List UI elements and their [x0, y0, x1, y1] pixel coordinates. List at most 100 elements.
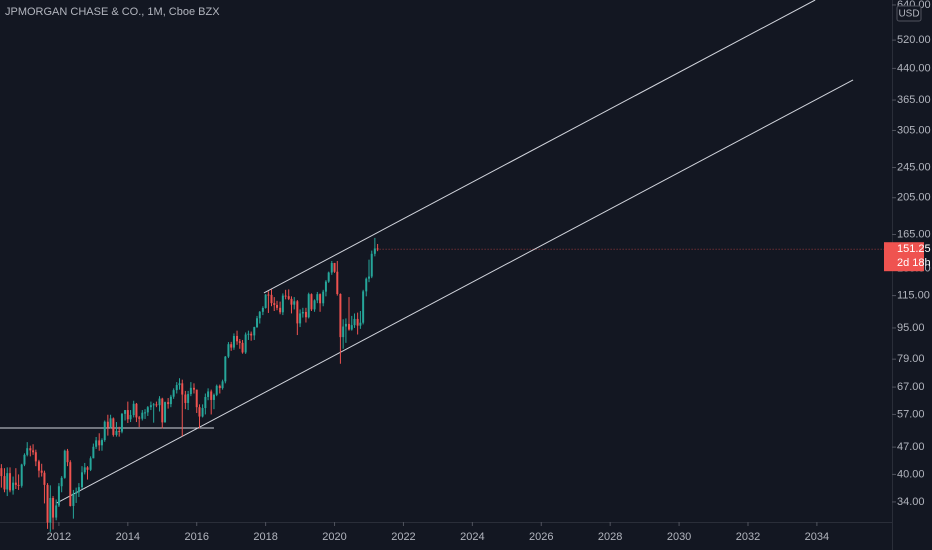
candle-body: [86, 467, 89, 470]
candle-body: [34, 452, 37, 462]
candle-body: [264, 294, 267, 308]
candle-body: [304, 311, 307, 318]
candle-body: [293, 301, 296, 305]
candle-body: [207, 391, 210, 397]
candle-body: [40, 470, 43, 473]
candle-body: [141, 412, 144, 419]
y-tick-label: 440.00: [897, 62, 931, 74]
candle-body: [20, 464, 23, 486]
y-tick-label: 79.00: [897, 353, 925, 365]
candle-body: [244, 334, 247, 353]
candle-body: [60, 477, 63, 487]
candle-body: [23, 454, 26, 465]
candle-body: [299, 313, 302, 324]
candle-body: [290, 298, 293, 305]
candle-body: [115, 430, 118, 435]
candle-body: [333, 263, 336, 272]
candle-body: [152, 404, 155, 406]
candle-body: [261, 307, 264, 312]
candle-body: [66, 450, 69, 463]
candle-body: [313, 300, 316, 310]
candle-body: [187, 394, 190, 403]
candle-body: [14, 482, 17, 485]
trend-line: [263, 0, 816, 294]
candle-body: [241, 342, 244, 353]
candle-body: [100, 440, 103, 446]
y-tick-label: 40.00: [897, 468, 925, 480]
x-tick-label: 2024: [460, 531, 484, 543]
candle-body: [112, 418, 115, 435]
y-tick-label: 640.00: [897, 0, 931, 11]
candle-body: [215, 385, 218, 395]
x-tick-label: 2030: [667, 531, 691, 543]
candle-body: [287, 296, 290, 299]
x-tick-label: 2018: [253, 531, 277, 543]
candle-body: [373, 248, 376, 254]
y-tick-label: 205.00: [897, 192, 931, 204]
candle-body: [201, 408, 204, 417]
candle-body: [296, 301, 299, 324]
candle-body: [146, 407, 149, 413]
candle-body: [307, 294, 310, 318]
candle-body: [167, 402, 170, 405]
candle-body: [77, 487, 80, 493]
candle-body: [98, 440, 101, 446]
candle-body: [230, 344, 233, 348]
candle-body: [95, 440, 98, 447]
candle-body: [80, 472, 83, 488]
candle-body: [224, 356, 227, 382]
candle-body: [3, 476, 6, 490]
candle-body: [198, 407, 201, 417]
candle-body: [376, 248, 379, 250]
candle-body: [279, 307, 282, 313]
candle-body: [158, 398, 161, 406]
candle-body: [126, 410, 129, 420]
y-tick-label: 165.00: [897, 228, 931, 240]
y-tick-label: 47.00: [897, 441, 925, 453]
candle-body: [169, 396, 172, 405]
candle-body: [120, 413, 123, 432]
x-tick-label: 2034: [805, 531, 829, 543]
candle-body: [281, 295, 284, 313]
y-tick-label: 520.00: [897, 34, 931, 46]
x-tick-label: 2028: [598, 531, 622, 543]
candle-body: [63, 450, 66, 478]
y-tick-label: 57.00: [897, 408, 925, 420]
candle-body: [6, 473, 9, 490]
candle-body: [276, 304, 279, 308]
plot-area: [0, 0, 854, 532]
candle-body: [310, 294, 313, 310]
candle-body: [339, 293, 342, 338]
last-price-label: 151.25: [897, 243, 931, 255]
y-tick-label: 365.00: [897, 94, 931, 106]
x-tick-label: 2014: [116, 531, 140, 543]
candle-body: [253, 327, 256, 336]
trend-line: [56, 79, 854, 504]
candle-body: [344, 323, 347, 327]
x-tick-label: 2026: [529, 531, 553, 543]
y-tick-label: 115.00: [897, 290, 930, 302]
last-price-box: [884, 242, 924, 272]
candle-body: [72, 493, 75, 506]
currency-box[interactable]: [896, 5, 922, 22]
candle-body: [161, 398, 164, 423]
candle-body: [49, 497, 52, 523]
candle-body: [37, 461, 40, 471]
x-tick-label: 2022: [391, 531, 415, 543]
x-tick-label: 2016: [184, 531, 208, 543]
axes: 640.00 520.00 440.00 365.00 305.00 245.00 205.…: [47, 0, 931, 543]
candle-body: [118, 430, 121, 432]
y-tick-label: 305.00: [897, 124, 931, 136]
candle-body: [247, 333, 250, 335]
candle-body: [327, 272, 330, 282]
candle-body: [359, 322, 362, 326]
candle-body: [89, 458, 92, 470]
candle-body: [256, 318, 259, 328]
candle-body: [210, 391, 213, 400]
candle-body: [350, 325, 353, 330]
candle-body: [356, 318, 359, 326]
candle-body: [178, 383, 181, 386]
